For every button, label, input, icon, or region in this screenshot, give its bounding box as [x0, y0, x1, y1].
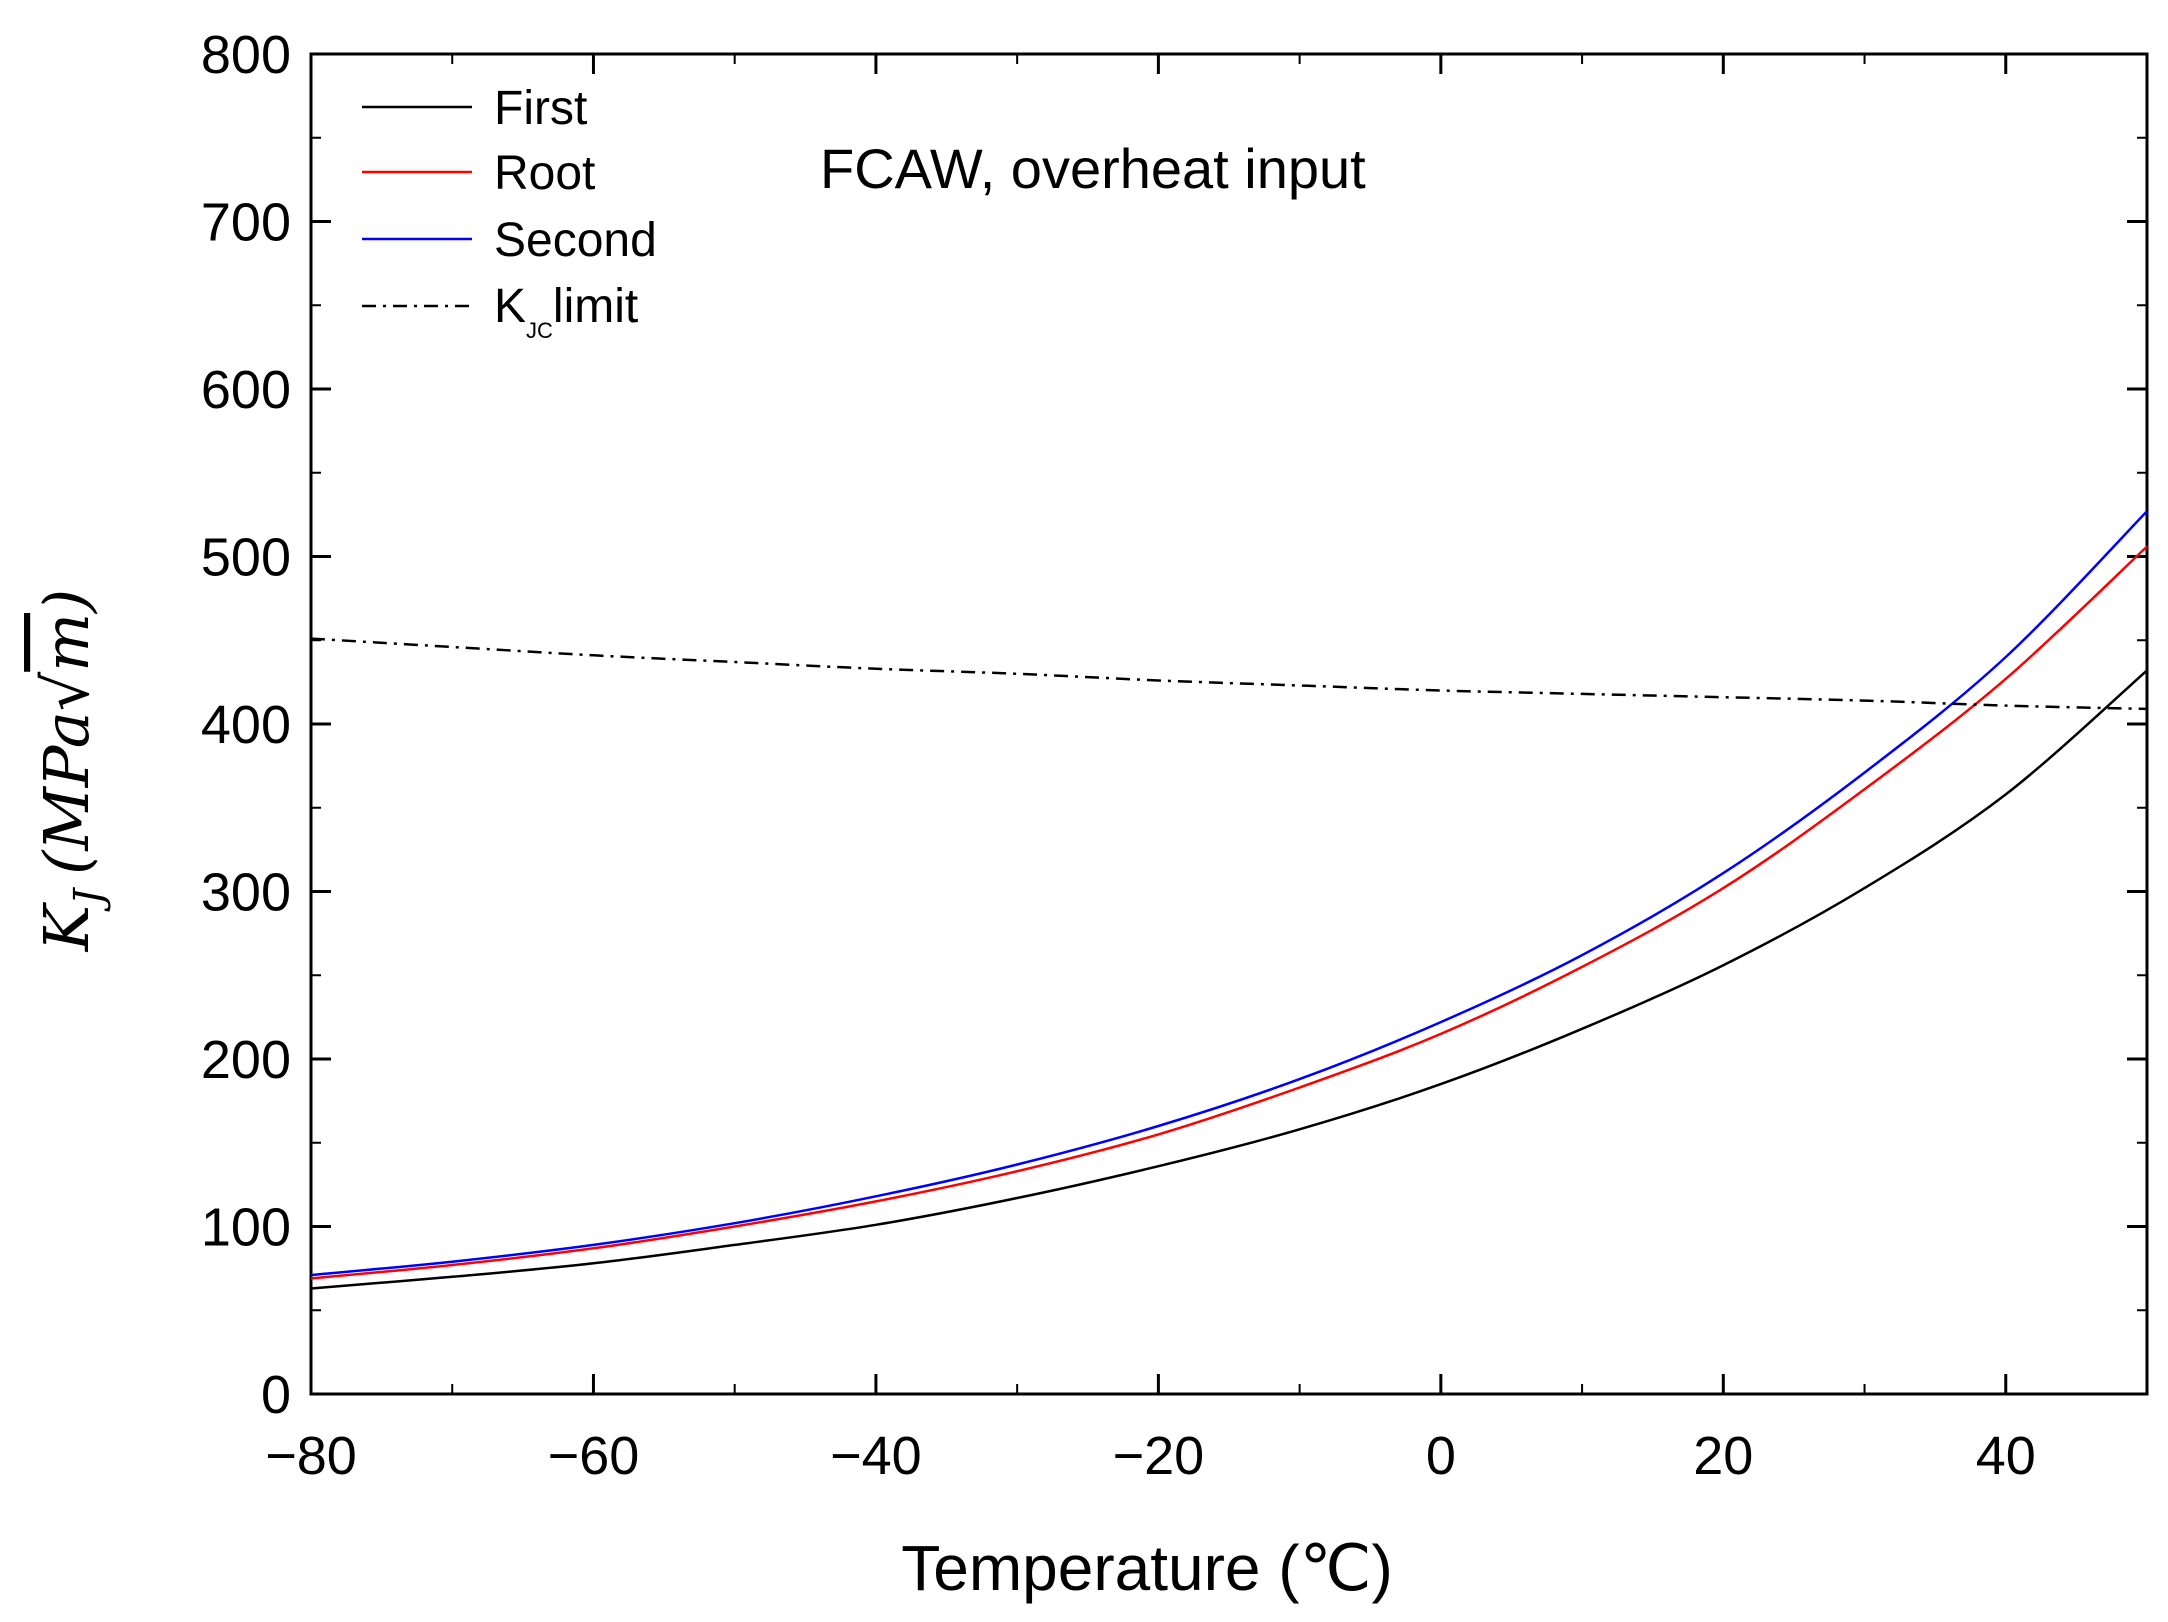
- x-tick-label: 20: [1693, 1426, 1753, 1486]
- y-axis-title-root-var: m: [30, 613, 103, 672]
- legend-entry-first: First: [362, 82, 587, 135]
- x-tick-label: −20: [1113, 1426, 1205, 1486]
- y-axis-title-root: √: [30, 671, 103, 711]
- series-line-kjc-limit: [310, 637, 2148, 711]
- x-tick-label: −80: [265, 1426, 357, 1486]
- y-axis: 0 100 200 300 400 500 600 700 800: [201, 25, 2147, 1425]
- y-axis-title-close: ): [30, 589, 103, 615]
- x-axis-title: Temperature (℃): [901, 1532, 1393, 1604]
- y-tick-label: 800: [201, 25, 291, 85]
- y-tick-label: 0: [261, 1365, 291, 1425]
- series-line-root: [310, 545, 2148, 1280]
- legend-entry-root: Root: [362, 147, 595, 200]
- x-tick-label: −40: [830, 1426, 922, 1486]
- y-axis-title-units: (MPa: [30, 711, 103, 875]
- legend-label-second: Second: [494, 214, 657, 267]
- y-tick-label: 400: [201, 695, 291, 755]
- legend: First Root Second KJClimit: [362, 82, 657, 343]
- y-tick-label: 100: [201, 1198, 291, 1258]
- series-layer: [310, 510, 2148, 1290]
- y-axis-title: KJ(MPa√m): [30, 589, 112, 952]
- y-tick-label: 600: [201, 360, 291, 420]
- legend-kjc-sub: JC: [526, 318, 553, 343]
- y-tick-label: 700: [201, 193, 291, 253]
- y-tick-label: 300: [201, 863, 291, 923]
- series-line-second: [310, 510, 2148, 1277]
- x-tick-label: −60: [548, 1426, 640, 1486]
- y-tick-label: 200: [201, 1030, 291, 1090]
- legend-label-root: Root: [494, 147, 595, 200]
- x-tick-label: 40: [1976, 1426, 2036, 1486]
- y-tick-label: 500: [201, 528, 291, 588]
- legend-entry-second: Second: [362, 214, 657, 267]
- x-tick-label: 0: [1426, 1426, 1456, 1486]
- y-axis-title-k: K: [30, 901, 103, 952]
- legend-kjc-suffix: limit: [553, 280, 638, 333]
- legend-label-first: First: [494, 82, 587, 135]
- series-line-first: [310, 669, 2148, 1290]
- legend-entry-kjc-limit: KJClimit: [362, 280, 638, 343]
- legend-kjc-k: K: [494, 280, 526, 333]
- x-axis: −80 −60 −40 −20 0 20 40: [265, 54, 2036, 1486]
- legend-label-kjc-limit: KJClimit: [494, 280, 638, 343]
- chart-annotation: FCAW, overheat input: [820, 137, 1366, 200]
